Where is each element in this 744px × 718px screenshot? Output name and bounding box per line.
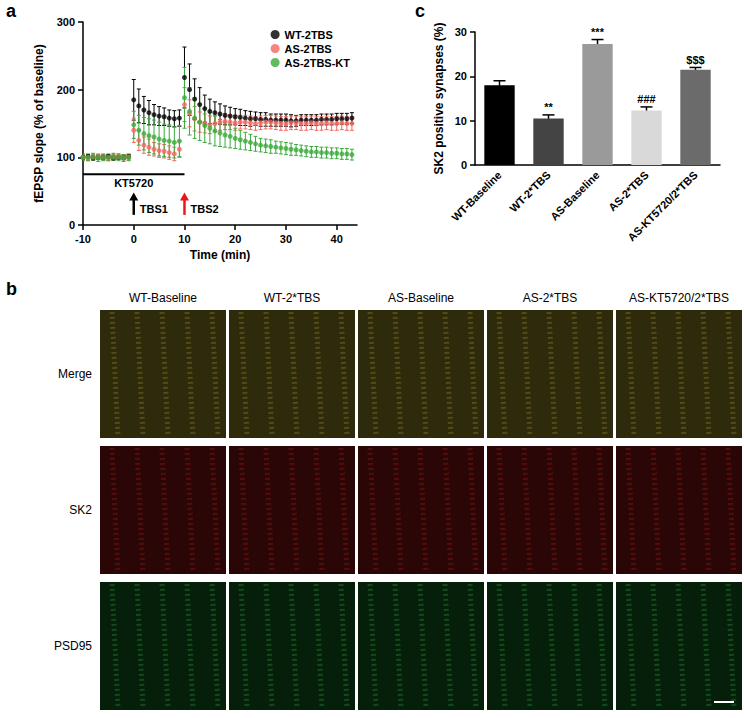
svg-text:TBS1: TBS1	[140, 203, 168, 215]
svg-text:fEPSP slope (% of baseline): fEPSP slope (% of baseline)	[32, 44, 46, 202]
svg-text:100: 100	[57, 151, 75, 163]
svg-text:###: ###	[637, 93, 655, 105]
svg-text:**: **	[544, 101, 553, 113]
svg-text:30: 30	[280, 233, 292, 245]
svg-text:***: ***	[591, 26, 605, 38]
svg-text:20: 20	[455, 70, 467, 82]
svg-text:KT5720: KT5720	[114, 177, 153, 189]
svg-text:0: 0	[131, 233, 137, 245]
svg-text:AS-Baseline: AS-Baseline	[548, 169, 602, 223]
svg-text:WT-2TBS: WT-2TBS	[285, 29, 333, 41]
svg-text:AS-KT5720/2*TBS: AS-KT5720/2*TBS	[625, 169, 700, 244]
svg-text:WT-Baseline: WT-Baseline	[129, 291, 197, 305]
svg-text:a: a	[6, 1, 17, 21]
svg-text:AS-2TBS: AS-2TBS	[285, 43, 332, 55]
svg-text:c: c	[415, 1, 425, 21]
svg-text:40: 40	[331, 233, 343, 245]
svg-text:WT-Baseline: WT-Baseline	[449, 169, 504, 224]
svg-text:AS-2*TBS: AS-2*TBS	[523, 291, 578, 305]
svg-text:b: b	[6, 279, 17, 299]
svg-text:SK2 positive synapses (%): SK2 positive synapses (%)	[432, 22, 446, 174]
svg-text:0: 0	[69, 219, 75, 231]
svg-text:300: 300	[57, 16, 75, 28]
svg-text:200: 200	[57, 84, 75, 96]
svg-text:0: 0	[461, 159, 467, 171]
svg-text:Time (min): Time (min)	[190, 248, 250, 262]
svg-text:$$$: $$$	[686, 54, 704, 66]
svg-text:30: 30	[455, 26, 467, 38]
svg-text:AS-KT5720/2*TBS: AS-KT5720/2*TBS	[629, 291, 729, 305]
svg-text:-10: -10	[75, 233, 91, 245]
svg-text:AS-2*TBS: AS-2*TBS	[606, 169, 651, 214]
svg-text:AS-Baseline: AS-Baseline	[388, 291, 454, 305]
svg-text:SK2: SK2	[69, 503, 92, 517]
svg-text:WT-2*TBS: WT-2*TBS	[507, 169, 553, 215]
svg-text:PSD95: PSD95	[54, 639, 92, 653]
svg-text:20: 20	[229, 233, 241, 245]
svg-text:10: 10	[455, 115, 467, 127]
svg-text:TBS2: TBS2	[190, 203, 218, 215]
svg-text:10: 10	[178, 233, 190, 245]
svg-text:WT-2*TBS: WT-2*TBS	[264, 291, 321, 305]
svg-text:Merge: Merge	[58, 367, 92, 381]
svg-text:AS-2TBS-KT: AS-2TBS-KT	[285, 57, 351, 69]
